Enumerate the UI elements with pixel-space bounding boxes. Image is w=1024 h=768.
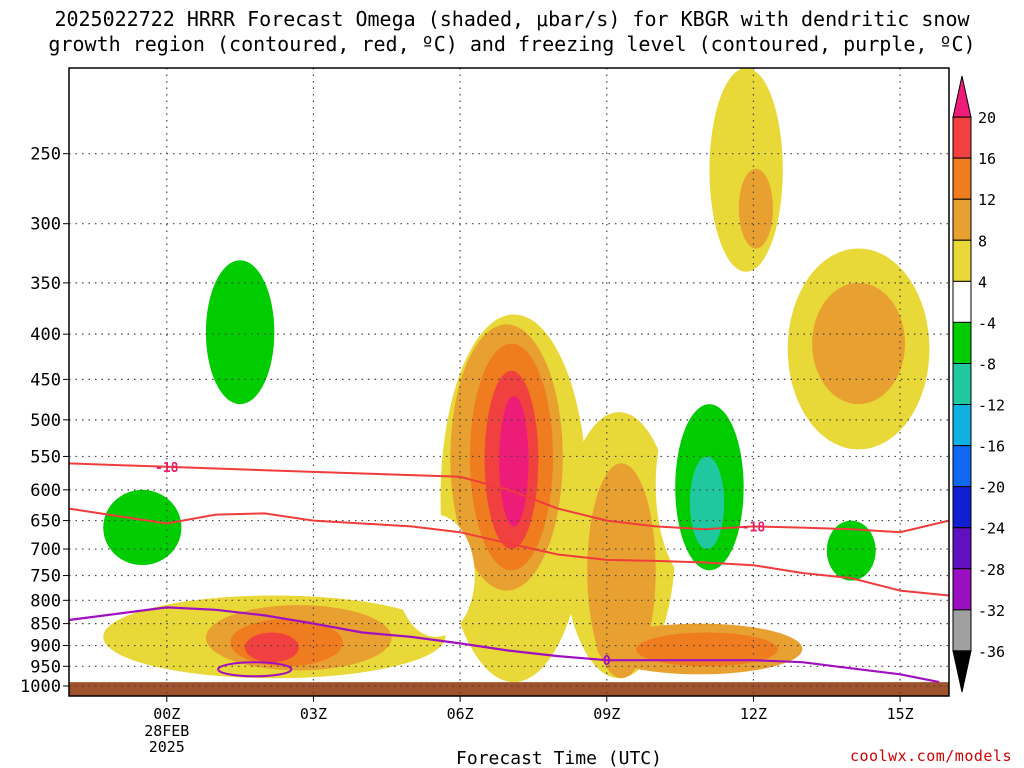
colorbar-label-0: 20 [978,109,996,127]
time-axis: 00Z 03Z 06Z 09Z 12Z 15Z [153,696,914,723]
y-tick-label-300: 300 [30,215,61,235]
dgz-label--18-1: -18 [742,520,766,535]
y-tick-label-550: 550 [30,447,61,467]
y-tick-label-600: 600 [30,481,61,501]
colorbar-label-4: 4 [978,273,987,291]
colorbar-swatch-4 [952,239,972,282]
omega-region-low-lift-0200-level-16 [245,632,299,663]
omega-region-sink-1100-level--12 [689,456,725,550]
date-label-day: 28FEB [144,722,189,740]
y-tick-label-750: 750 [30,567,61,587]
colorbar-label-9: -20 [978,479,1005,497]
omega-region-low-lift-1000-1200-level-12 [636,632,778,667]
x-tick-label-00Z: 00Z [153,705,180,723]
colorbar-swatch-6 [952,321,972,364]
dgz-label--18-0: -18 [155,461,179,476]
colorbar-label-11: -28 [978,561,1005,579]
y-tick-label-350: 350 [30,274,61,294]
colorbar-label-3: 8 [978,232,987,250]
colorbar-label-5: -4 [978,314,996,332]
y-tick-label-1000: 1000 [20,677,61,697]
dgz-isotherm--12 [68,507,950,597]
y-tick-label-250: 250 [30,145,61,165]
colorbar-label-13: -36 [978,643,1005,661]
plot-frame [68,67,950,697]
colorbar-label-2: 12 [978,191,996,209]
colorbar-swatch-1 [952,116,972,159]
colorbar-swatch-7 [952,362,972,406]
y-tick-label-400: 400 [30,325,61,345]
y-tick-label-500: 500 [30,411,61,431]
colorbar-label-6: -8 [978,355,996,373]
colorbar-swatch-14 [952,650,972,693]
x-tick-label-03Z: 03Z [300,705,327,723]
omega-region-mid-lift-0900-level-8 [587,463,656,679]
y-tick-label-800: 800 [30,591,61,611]
colorbar-label-7: -12 [978,397,1005,415]
chart-title-line-1: 2025022722 HRRR Forecast Omega (shaded, … [54,7,970,31]
omega-region-sink-1400-level--8 [826,520,876,581]
omega-region-sink-0500-level--4 [396,514,475,637]
colorbar-label-10: -24 [978,520,1005,538]
x-axis-title: Forecast Time (UTC) [456,748,662,768]
y-tick-label-650: 650 [30,512,61,532]
colorbar-label-8: -16 [978,438,1005,456]
omega-region-upper-lift-1430-level-8 [812,282,905,405]
colorbar-swatch-3 [952,198,972,241]
site-credit: coolwx.com/models [849,747,1012,765]
colorbar: 20 16 12 8 4 -4 -8 -12 -16 -20 -24 -28 -32 -36 [952,75,1005,693]
ground-surface [69,682,949,696]
dgz-isotherm--18 [68,462,950,534]
omega-region-sink-0130-level--8 [205,260,275,405]
chart-title-line-2: growth region (contoured, red, ºC) and f… [48,32,976,56]
y-tick-label-850: 850 [30,615,61,635]
omega-region-upper-lift-1130-level-8 [738,168,774,249]
freezing-level-loop [217,661,293,678]
y-tick-label-900: 900 [30,637,61,657]
x-tick-label-12Z: 12Z [740,705,767,723]
grid-lines [69,68,949,696]
date-label-year: 2025 [149,738,185,756]
colorbar-swatch-0 [952,75,972,118]
pressure-axis: 2503003504004505005506006507007508008509… [20,145,69,697]
x-tick-label-06Z: 06Z [447,705,474,723]
y-tick-label-450: 450 [30,370,61,390]
colorbar-swatch-5 [952,280,972,323]
colorbar-swatch-13 [952,609,972,652]
freezing-level-line [68,606,940,684]
colorbar-swatch-8 [952,404,972,447]
colorbar-swatch-12 [952,568,972,611]
omega-shading-layer [88,68,930,683]
contour-lines-layer: -18 -18 0 [68,461,950,684]
colorbar-swatch-10 [952,486,972,529]
colorbar-label-1: 16 [978,150,996,168]
y-tick-label-700: 700 [30,540,61,560]
x-tick-label-09Z: 09Z [593,705,620,723]
freezing-level-label: 0 [603,654,611,669]
colorbar-label-12: -32 [978,602,1005,620]
colorbar-swatch-9 [952,445,972,488]
omega-region-sink-0000-level--8 [103,489,182,566]
colorbar-swatch-11 [952,527,972,570]
colorbar-swatch-2 [952,157,972,200]
omega-region-lift-0650-0730-level-20 [499,396,529,527]
y-tick-label-950: 950 [30,657,61,677]
x-tick-label-15Z: 15Z [887,705,914,723]
